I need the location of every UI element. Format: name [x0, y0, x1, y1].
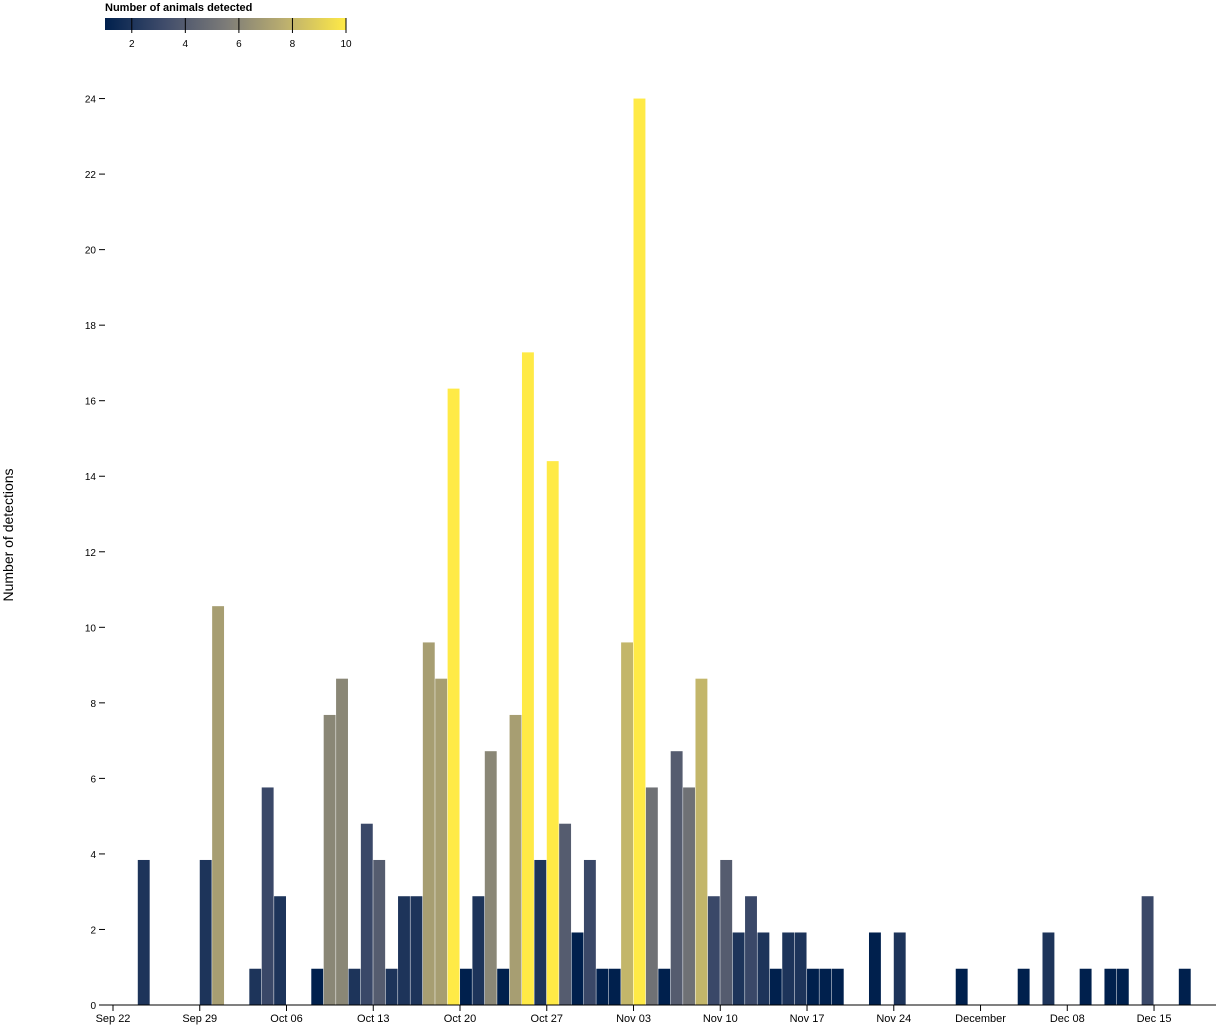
legend-bar	[105, 18, 346, 30]
bar	[274, 896, 287, 1005]
bar	[732, 932, 745, 1005]
bar	[1116, 968, 1129, 1005]
bar	[633, 98, 646, 1006]
x-tick-label: Oct 27	[531, 1013, 563, 1025]
bar	[596, 968, 609, 1005]
y-tick-label: 0	[90, 1001, 96, 1012]
bar	[757, 932, 770, 1005]
y-tick-label: 16	[85, 397, 97, 408]
bar	[1104, 968, 1117, 1005]
legend-tick-label: 4	[183, 39, 189, 50]
x-tick-label: Oct 06	[270, 1013, 302, 1025]
bar	[460, 968, 472, 1005]
bar	[509, 714, 522, 1005]
bar	[546, 461, 559, 1006]
legend-title: Number of animals detected	[105, 2, 252, 14]
bar	[137, 859, 150, 1005]
bar	[782, 932, 795, 1005]
x-tick-label: Nov 24	[876, 1013, 911, 1025]
bar	[447, 388, 460, 1005]
y-tick-label: 24	[85, 95, 97, 106]
y-tick-label: 2	[90, 925, 96, 936]
y-tick-label: 12	[85, 548, 97, 559]
x-tick-label: Sep 29	[182, 1013, 217, 1025]
y-tick-label: 18	[85, 321, 97, 332]
bar	[1141, 896, 1154, 1005]
bar	[323, 714, 336, 1005]
bar	[831, 968, 844, 1005]
bar	[868, 932, 881, 1005]
bar	[336, 678, 348, 1005]
legend-tick-label: 2	[129, 39, 135, 50]
bar	[534, 859, 547, 1005]
bar	[398, 896, 410, 1005]
y-tick-label: 20	[85, 246, 97, 257]
bar	[645, 787, 658, 1005]
x-tick-label: Nov 17	[790, 1013, 825, 1025]
bar	[807, 968, 819, 1005]
bar	[212, 606, 225, 1005]
x-tick-label: Dec 15	[1137, 1013, 1172, 1025]
bar	[435, 678, 448, 1005]
x-tick-label: Sep 22	[96, 1013, 131, 1025]
bar	[769, 968, 782, 1005]
bar	[497, 968, 510, 1005]
bar	[571, 932, 584, 1005]
bar	[608, 968, 621, 1005]
x-tick-label: Nov 10	[703, 1013, 738, 1025]
bar	[261, 787, 274, 1005]
bar	[472, 896, 485, 1005]
bar	[583, 859, 596, 1005]
y-tick-label: 14	[85, 472, 97, 483]
x-tick-label: Oct 20	[444, 1013, 476, 1025]
bar	[955, 968, 968, 1005]
x-tick-label: December	[955, 1013, 1006, 1025]
y-tick-label: 6	[90, 774, 96, 785]
bar	[707, 896, 720, 1005]
bar	[410, 896, 423, 1005]
bar	[1017, 968, 1030, 1005]
bar	[695, 678, 708, 1005]
legend-tick-label: 10	[340, 39, 352, 50]
bar	[683, 787, 695, 1005]
bar	[819, 968, 832, 1005]
bar	[621, 642, 634, 1005]
bar	[1178, 968, 1191, 1005]
bar	[720, 859, 733, 1005]
y-tick-label: 8	[90, 699, 96, 710]
y-axis-label: Number of detections	[0, 468, 16, 601]
x-tick-label: Oct 13	[357, 1013, 389, 1025]
y-tick-label: 4	[90, 850, 96, 861]
legend-tick-label: 8	[290, 39, 296, 50]
bar	[360, 823, 373, 1005]
x-tick-label: Dec 08	[1050, 1013, 1085, 1025]
bar	[348, 968, 361, 1005]
bar	[199, 859, 212, 1005]
y-tick-label: 10	[85, 623, 97, 634]
bar	[385, 968, 398, 1005]
bar	[1042, 932, 1055, 1005]
bar	[559, 823, 572, 1005]
bar	[311, 968, 324, 1005]
bar	[1079, 968, 1092, 1005]
bar	[422, 642, 435, 1005]
bar	[745, 896, 757, 1005]
x-tick-label: Nov 03	[616, 1013, 651, 1025]
legend-tick-label: 6	[236, 39, 242, 50]
bar	[893, 932, 906, 1005]
bar	[484, 751, 497, 1005]
bar	[670, 751, 683, 1005]
bar	[373, 859, 386, 1005]
bar	[521, 352, 534, 1006]
bar	[658, 968, 671, 1005]
y-tick-label: 22	[85, 170, 97, 181]
bar	[249, 968, 262, 1005]
bar	[794, 932, 807, 1005]
